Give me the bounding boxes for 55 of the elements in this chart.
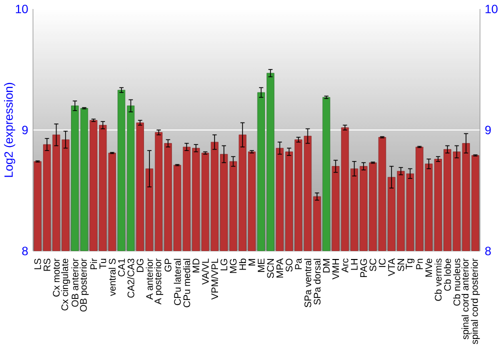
- x-tick-label: LS: [34, 258, 42, 270]
- y-axis-title: Log2 (expression): [4, 82, 16, 177]
- x-tick-label: Arc: [342, 258, 348, 273]
- x-tick-label: Cb lobe: [444, 258, 451, 291]
- x-tick-label: Tg: [406, 258, 414, 270]
- x-tick-label: CA2/CA3: [127, 258, 134, 298]
- x-tick-label: spinal cord anterior: [462, 258, 470, 340]
- x-tick-label: IC: [378, 258, 386, 267]
- x-tick-label: SPa dorsal: [314, 258, 321, 305]
- y2-tick-label: 9: [485, 126, 491, 134]
- x-tick-label: M: [248, 259, 256, 266]
- x-tick-label: OB anterior: [71, 258, 78, 307]
- y-tick-label: 8: [22, 246, 28, 256]
- x-tick-label: CA1: [118, 258, 125, 276]
- x-tick-label: VA/VL: [202, 258, 209, 285]
- x-tick-label: Pa: [295, 258, 302, 270]
- y-tick-label: 9: [22, 126, 28, 134]
- x-tick-label: ventral S: [108, 258, 116, 296]
- x-tick-label: SN: [397, 259, 404, 272]
- x-tick-label: Pn: [416, 258, 423, 270]
- x-tick-label: LH: [350, 259, 358, 270]
- x-tick-label: RS: [44, 258, 50, 271]
- x-tick-label: DM: [323, 259, 330, 272]
- x-tick-label: SCN: [267, 259, 274, 278]
- x-tick-label: MD: [192, 258, 200, 272]
- x-tick-label: SC: [370, 258, 376, 272]
- x-tick-label: LG: [220, 258, 228, 270]
- x-tick-label: Cx motor: [52, 258, 60, 297]
- x-tick-label: Pir: [90, 258, 97, 270]
- x-tick-label: SO: [286, 258, 292, 272]
- x-tick-label: PAG: [360, 258, 367, 277]
- x-tick-label: VMH: [332, 259, 339, 280]
- y2-tick-label: 10: [486, 4, 498, 14]
- x-tick-label: Tu: [100, 258, 106, 269]
- x-tick-label: OB posterior: [80, 258, 89, 312]
- x-tick-label: DG: [136, 258, 144, 272]
- x-tick-label: VTA: [388, 258, 395, 276]
- x-tick-label: GP: [164, 258, 172, 272]
- x-tick-label: Hb: [239, 258, 246, 270]
- x-tick-label: Cb vermis: [434, 258, 442, 301]
- x-tick-label: ME: [258, 258, 264, 272]
- x-tick-label: SPa ventral: [304, 258, 312, 308]
- x-tick-label: VPM/VPL: [211, 258, 218, 300]
- x-tick-label: A posterior: [154, 258, 164, 304]
- x-tick-label: spinal cord posterior: [470, 258, 480, 344]
- x-tick-label: CPu lateral: [174, 258, 181, 306]
- x-tick-label: Cb nucleus: [453, 258, 460, 306]
- x-tick-label: MVe: [425, 258, 432, 277]
- x-tick-label: CPu medial: [183, 258, 190, 308]
- x-tick-label: MPA: [276, 258, 284, 278]
- x-tick-label: Cx cingulate: [61, 258, 70, 310]
- y2-tick-label: 8: [485, 246, 491, 256]
- x-tick-label: A anterior: [146, 258, 153, 300]
- x-tick-label: MG: [230, 258, 237, 273]
- y-tick-label: 10: [16, 4, 28, 14]
